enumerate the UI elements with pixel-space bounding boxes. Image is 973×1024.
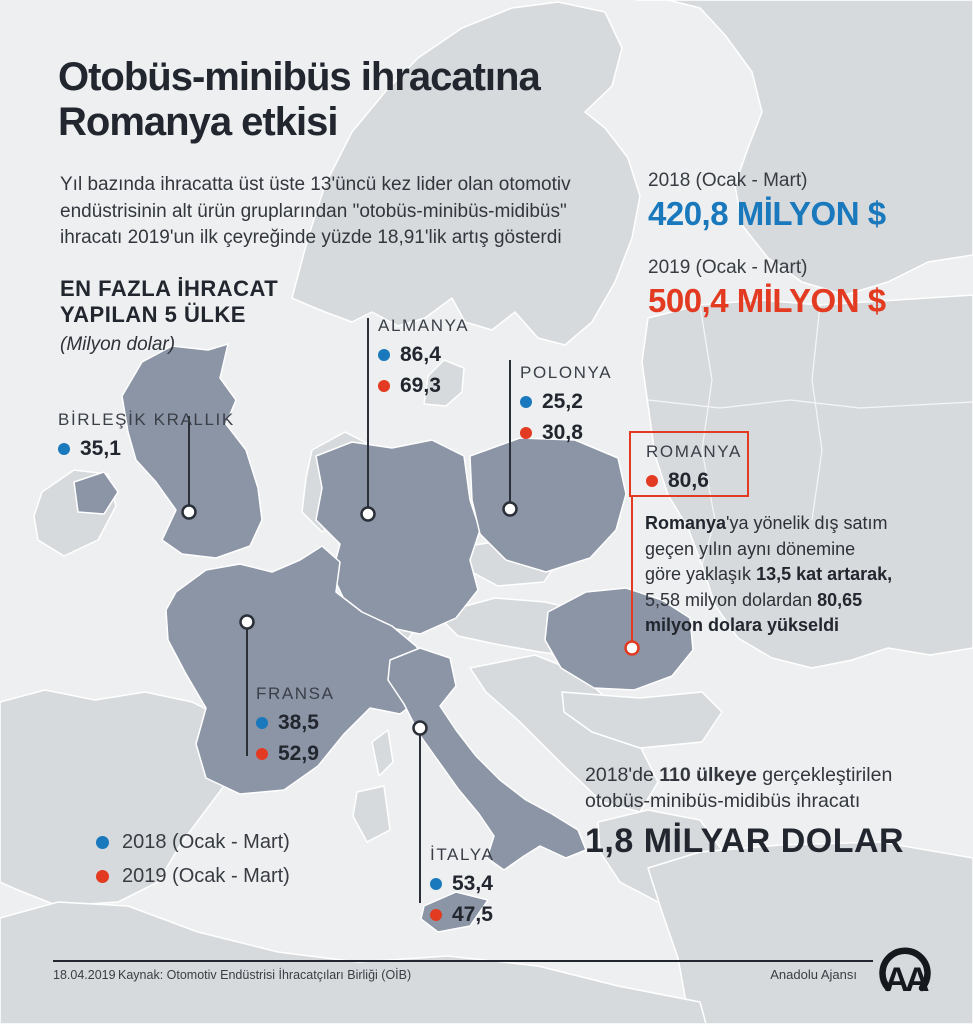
- value-2018: 38,5: [278, 711, 319, 734]
- dot-2019-icon: [646, 475, 658, 487]
- note-bold-artarak: 13,5 kat artarak,: [756, 564, 893, 585]
- map-region-sardinia: [352, 785, 391, 843]
- legend-row-2018: 2018 (Ocak - Mart): [96, 831, 290, 854]
- value-2019: 80,6: [668, 469, 709, 492]
- map-region-denmark: [423, 359, 465, 407]
- map-region-bulgaria: [561, 691, 723, 749]
- legend-label-2019: 2019 (Ocak - Mart): [122, 865, 290, 887]
- callout-poland: POLONYA 25,2 30,8: [520, 363, 612, 445]
- totals-block: 2018 (Ocak - Mart) 420,8 MİLYON $ 2019 (…: [648, 170, 886, 344]
- map-border-line: [647, 399, 973, 409]
- map-country-romania: [544, 587, 694, 691]
- intro-paragraph: Yıl bazında ihracatta üst üste 13'üncü k…: [60, 174, 571, 249]
- callout-united-kingdom: BİRLEŞİK KRALLIK 35,1: [58, 410, 235, 461]
- footer-agency: Anadolu Ajansı: [770, 967, 857, 982]
- note-bold-romanya: Romanya: [645, 513, 727, 533]
- footer-source: Kaynak: Otomotiv Endüstrisi İhracatçılar…: [118, 968, 412, 982]
- map-country-italy: [387, 647, 587, 871]
- legend: 2018 (Ocak - Mart) 2019 (Ocak - Mart): [96, 831, 290, 899]
- footer-divider: [53, 960, 873, 962]
- marker-france: [239, 614, 255, 630]
- summary-seg1: 2018'de: [585, 764, 660, 786]
- country-label: FRANSA: [256, 684, 335, 703]
- summary-big-value: 1,8 MİLYAR DOLAR: [585, 822, 905, 861]
- value-2019: 30,8: [542, 421, 583, 444]
- callout-germany: ALMANYA 86,4 69,3: [378, 316, 469, 398]
- map-border-line: [699, 304, 716, 566]
- map-region-finland: [635, 0, 973, 296]
- top5-unit: (Milyon dolar): [60, 333, 176, 355]
- aa-logo-text: AA: [884, 961, 929, 999]
- dot-2018-icon: [378, 349, 390, 361]
- total-2019-value: 500,4 MİLYON $: [648, 282, 886, 319]
- marker-italy: [412, 720, 428, 736]
- aa-logo: AA: [876, 941, 934, 1004]
- summary-seg3: gerçekleştirilen: [756, 764, 893, 786]
- legend-label-2018: 2018 (Ocak - Mart): [122, 831, 290, 853]
- value-2018: 25,2: [542, 390, 583, 413]
- legend-dot-2018-icon: [96, 836, 109, 849]
- footer-date: 18.04.2019: [53, 968, 116, 982]
- country-label: İTALYA: [430, 845, 495, 864]
- country-label: POLONYA: [520, 363, 613, 382]
- top5-heading-line1: EN FAZLA İHRACAT: [60, 276, 279, 301]
- map-country-northern-ireland: [73, 471, 119, 515]
- legend-row-2019: 2019 (Ocak - Mart): [96, 865, 290, 888]
- value-2018: 86,4: [400, 343, 441, 366]
- total-2018-label: 2018 (Ocak - Mart): [648, 170, 808, 191]
- summary-bold-110: 110 ülkeye: [659, 764, 757, 786]
- page-title-line2: Romanya etkisi: [58, 99, 338, 144]
- map-border-line: [811, 304, 823, 521]
- note-bold-yukseldi: 80,65 milyon dolara yükseldi: [645, 589, 863, 636]
- aa-logo-arc: [879, 947, 931, 992]
- total-2018-value: 420,8 MİLYON $: [648, 195, 886, 232]
- map-country-sicily: [420, 891, 489, 933]
- summary-text: 2018'de 110 ülkeye gerçekleştirilen otob…: [585, 763, 904, 814]
- top5-panel-heading: EN FAZLA İHRACAT YAPILAN 5 ÜLKE (Milyon …: [60, 276, 278, 356]
- dot-2019-icon: [430, 909, 442, 921]
- dot-2018-icon: [520, 396, 532, 408]
- country-label: ALMANYA: [378, 316, 470, 335]
- marker-romania: [624, 640, 640, 656]
- country-label: ROMANYA: [646, 442, 742, 461]
- value-2019: 52,9: [278, 742, 319, 765]
- page-title: Otobüs-minibüs ihracatına Romanya etkisi: [58, 55, 541, 145]
- dot-2018-icon: [430, 878, 442, 890]
- dot-2018-icon: [58, 443, 70, 455]
- country-label: BİRLEŞİK KRALLIK: [58, 410, 235, 429]
- marker-germany: [360, 506, 376, 522]
- callout-romania: ROMANYA 80,6: [629, 431, 749, 497]
- dot-2019-icon: [520, 427, 532, 439]
- map-region-corsica: [371, 729, 394, 777]
- summary-line2: otobüs-minibüs-midibüs ihracatı: [585, 789, 861, 812]
- map-region-turkey: [647, 841, 973, 1024]
- marker-poland: [502, 501, 518, 517]
- marker-uk: [181, 504, 197, 520]
- callout-italy: İTALYA 53,4 47,5: [430, 845, 494, 927]
- dot-2019-icon: [256, 748, 268, 760]
- note-text: 'ya yönelik dış satım geçen yılın aynı d…: [645, 513, 888, 585]
- callout-france: FRANSA 38,5 52,9: [256, 684, 335, 766]
- map-region-north-africa: [0, 901, 707, 1024]
- total-2019-label: 2019 (Ocak - Mart): [648, 257, 808, 278]
- map-region-east-europe: [641, 294, 973, 669]
- top5-heading-line2: YAPILAN 5 ÜLKE: [60, 301, 246, 327]
- map-region-iberia: [0, 689, 243, 907]
- map-country-germany: [315, 439, 481, 635]
- value-2018: 35,1: [80, 437, 121, 460]
- value-2019: 69,3: [400, 374, 441, 397]
- note-text: 5,58 milyon dolardan: [645, 589, 818, 610]
- dot-2018-icon: [256, 717, 268, 729]
- romania-note: Romanya'ya yönelik dış satım geçen yılın…: [645, 511, 895, 639]
- dot-2019-icon: [378, 380, 390, 392]
- value-2018: 53,4: [452, 872, 493, 895]
- summary-block: 2018'de 110 ülkeye gerçekleştirilen otob…: [585, 763, 904, 861]
- page-title-line1: Otobüs-minibüs ihracatına: [58, 55, 541, 99]
- value-2019: 47,5: [452, 903, 493, 926]
- legend-dot-2019-icon: [96, 870, 109, 883]
- map-region-scandinavia: [291, 1, 641, 346]
- map-country-united-kingdom: [121, 343, 263, 559]
